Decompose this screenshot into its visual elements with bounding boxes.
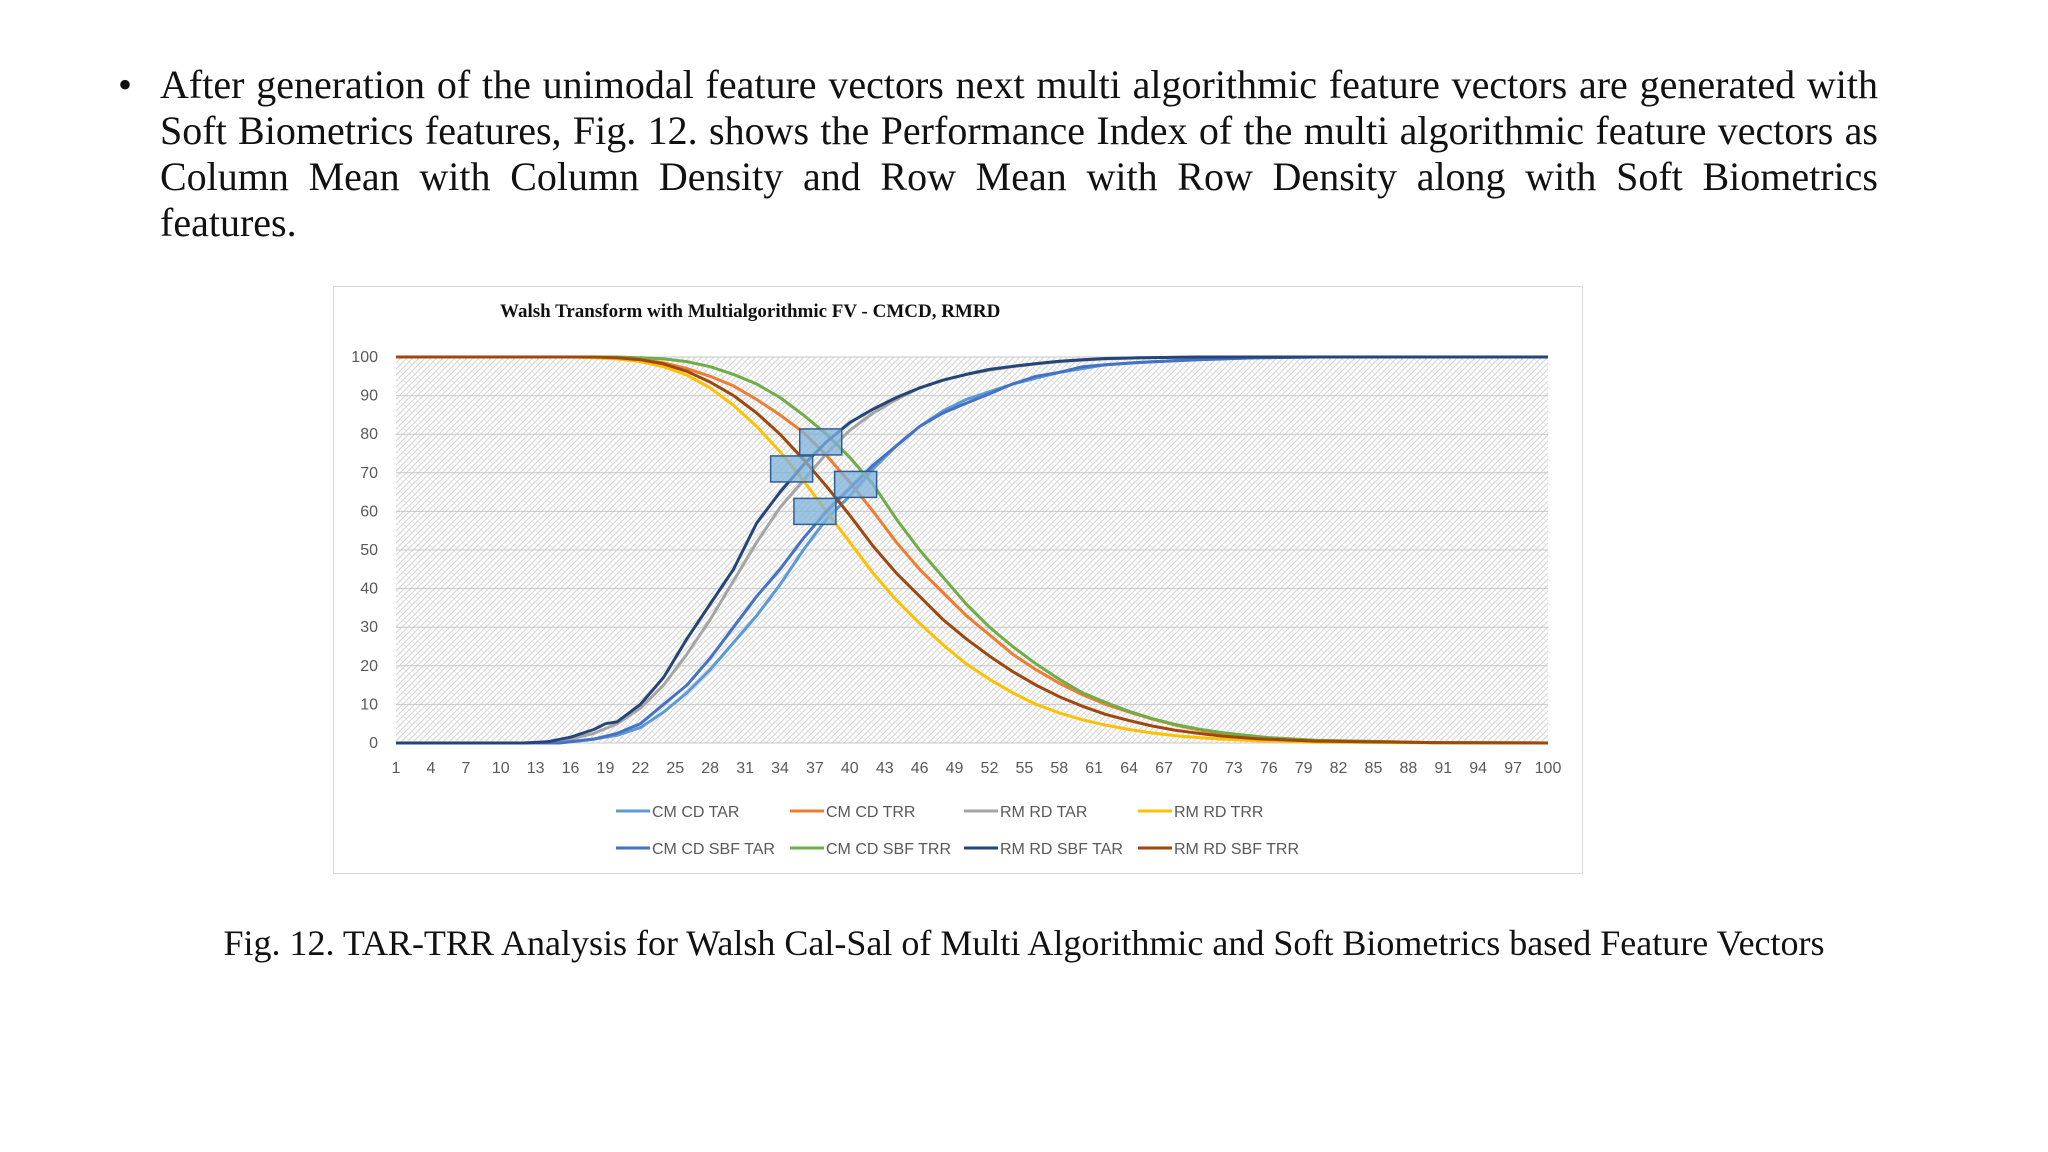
- x-tick-label: 43: [876, 760, 894, 777]
- y-tick-label: 60: [360, 503, 378, 520]
- legend-label: CM CD TRR: [826, 804, 915, 821]
- y-tick-label: 10: [360, 696, 378, 713]
- chart-container: Walsh Transform with Multialgorithmic FV…: [333, 286, 1583, 874]
- x-tick-label: 7: [461, 760, 470, 777]
- y-tick-label: 0: [369, 735, 378, 752]
- x-tick-label: 88: [1399, 760, 1417, 777]
- series-line: [396, 355, 1549, 745]
- x-tick-label: 46: [911, 760, 929, 777]
- bullet-marker: •: [118, 62, 133, 107]
- x-tick-label: 10: [492, 760, 510, 777]
- y-tick-label: 90: [360, 388, 378, 405]
- legend-label: RM RD TAR: [1000, 804, 1087, 821]
- x-tick-label: 70: [1190, 760, 1208, 777]
- paragraph-text: After generation of the unimodal feature…: [160, 62, 1878, 245]
- x-tick-label: 16: [562, 760, 580, 777]
- y-tick-label: 50: [360, 542, 378, 559]
- x-tick-label: 28: [701, 760, 719, 777]
- x-tick-label: 58: [1050, 760, 1068, 777]
- figure-caption: Fig. 12. TAR-TRR Analysis for Walsh Cal-…: [223, 923, 1825, 963]
- series-line: [396, 355, 1549, 745]
- y-tick-label: 100: [351, 349, 378, 366]
- x-tick-label: 1: [392, 760, 401, 777]
- x-tick-label: 76: [1260, 760, 1278, 777]
- series-line: [396, 355, 1549, 745]
- legend-label: CM CD TAR: [652, 804, 739, 821]
- y-tick-label: 70: [360, 465, 378, 482]
- series-line: [396, 355, 1548, 745]
- y-tick-label: 30: [360, 619, 378, 636]
- y-tick-label: 40: [360, 581, 378, 598]
- y-tick-label: 20: [360, 658, 378, 675]
- intersection-marker: [793, 497, 837, 526]
- x-tick-label: 67: [1155, 760, 1173, 777]
- x-tick-label: 4: [426, 760, 435, 777]
- x-tick-label: 34: [771, 760, 789, 777]
- x-tick-label: 25: [666, 760, 684, 777]
- x-tick-label: 94: [1469, 760, 1487, 777]
- x-tick-label: 49: [946, 760, 964, 777]
- legend-label: RM RD SBF TAR: [1000, 841, 1123, 858]
- legend-label: CM CD SBF TRR: [826, 841, 951, 858]
- series-lines: [396, 355, 1549, 745]
- legend-label: CM CD SBF TAR: [652, 841, 775, 858]
- x-tick-label: 61: [1085, 760, 1103, 777]
- intersection-marker: [833, 470, 878, 499]
- x-tick-label: 13: [527, 760, 545, 777]
- x-tick-label: 91: [1434, 760, 1452, 777]
- line-chart: Walsh Transform with Multialgorithmic FV…: [351, 301, 1562, 858]
- x-tick-label: 64: [1120, 760, 1138, 777]
- x-tick-label: 37: [806, 760, 824, 777]
- chart-title: Walsh Transform with Multialgorithmic FV…: [500, 301, 1000, 322]
- x-tick-label: 97: [1504, 760, 1522, 777]
- bullet-paragraph: • After generation of the unimodal featu…: [118, 62, 1878, 246]
- x-tick-label: 55: [1015, 760, 1033, 777]
- y-tick-label: 80: [360, 426, 378, 443]
- y-axis: 0 10 20 30 40 50 60 70 80 90 100: [351, 349, 378, 752]
- x-tick-label: 52: [981, 760, 999, 777]
- x-tick-label: 100: [1535, 760, 1562, 777]
- x-tick-label: 22: [631, 760, 649, 777]
- x-tick-label: 19: [597, 760, 615, 777]
- intersection-markers: [769, 428, 878, 526]
- x-axis: 1 4 7 10 13 16 19 22 25 28 31 34 37 40 43 46 49 52 55 58 61 6…: [392, 760, 1562, 777]
- legend: CM CD TAR CM CD TRR RM RD TAR RM RD TRR CM C…: [616, 804, 1299, 858]
- intersection-marker: [798, 428, 843, 456]
- x-tick-label: 79: [1295, 760, 1313, 777]
- x-tick-label: 40: [841, 760, 859, 777]
- x-tick-label: 85: [1365, 760, 1383, 777]
- legend-label: RM RD TRR: [1174, 804, 1263, 821]
- intersection-marker: [769, 455, 814, 483]
- legend-label: RM RD SBF TRR: [1174, 841, 1299, 858]
- x-tick-label: 82: [1330, 760, 1348, 777]
- x-tick-label: 31: [736, 760, 754, 777]
- x-tick-label: 73: [1225, 760, 1243, 777]
